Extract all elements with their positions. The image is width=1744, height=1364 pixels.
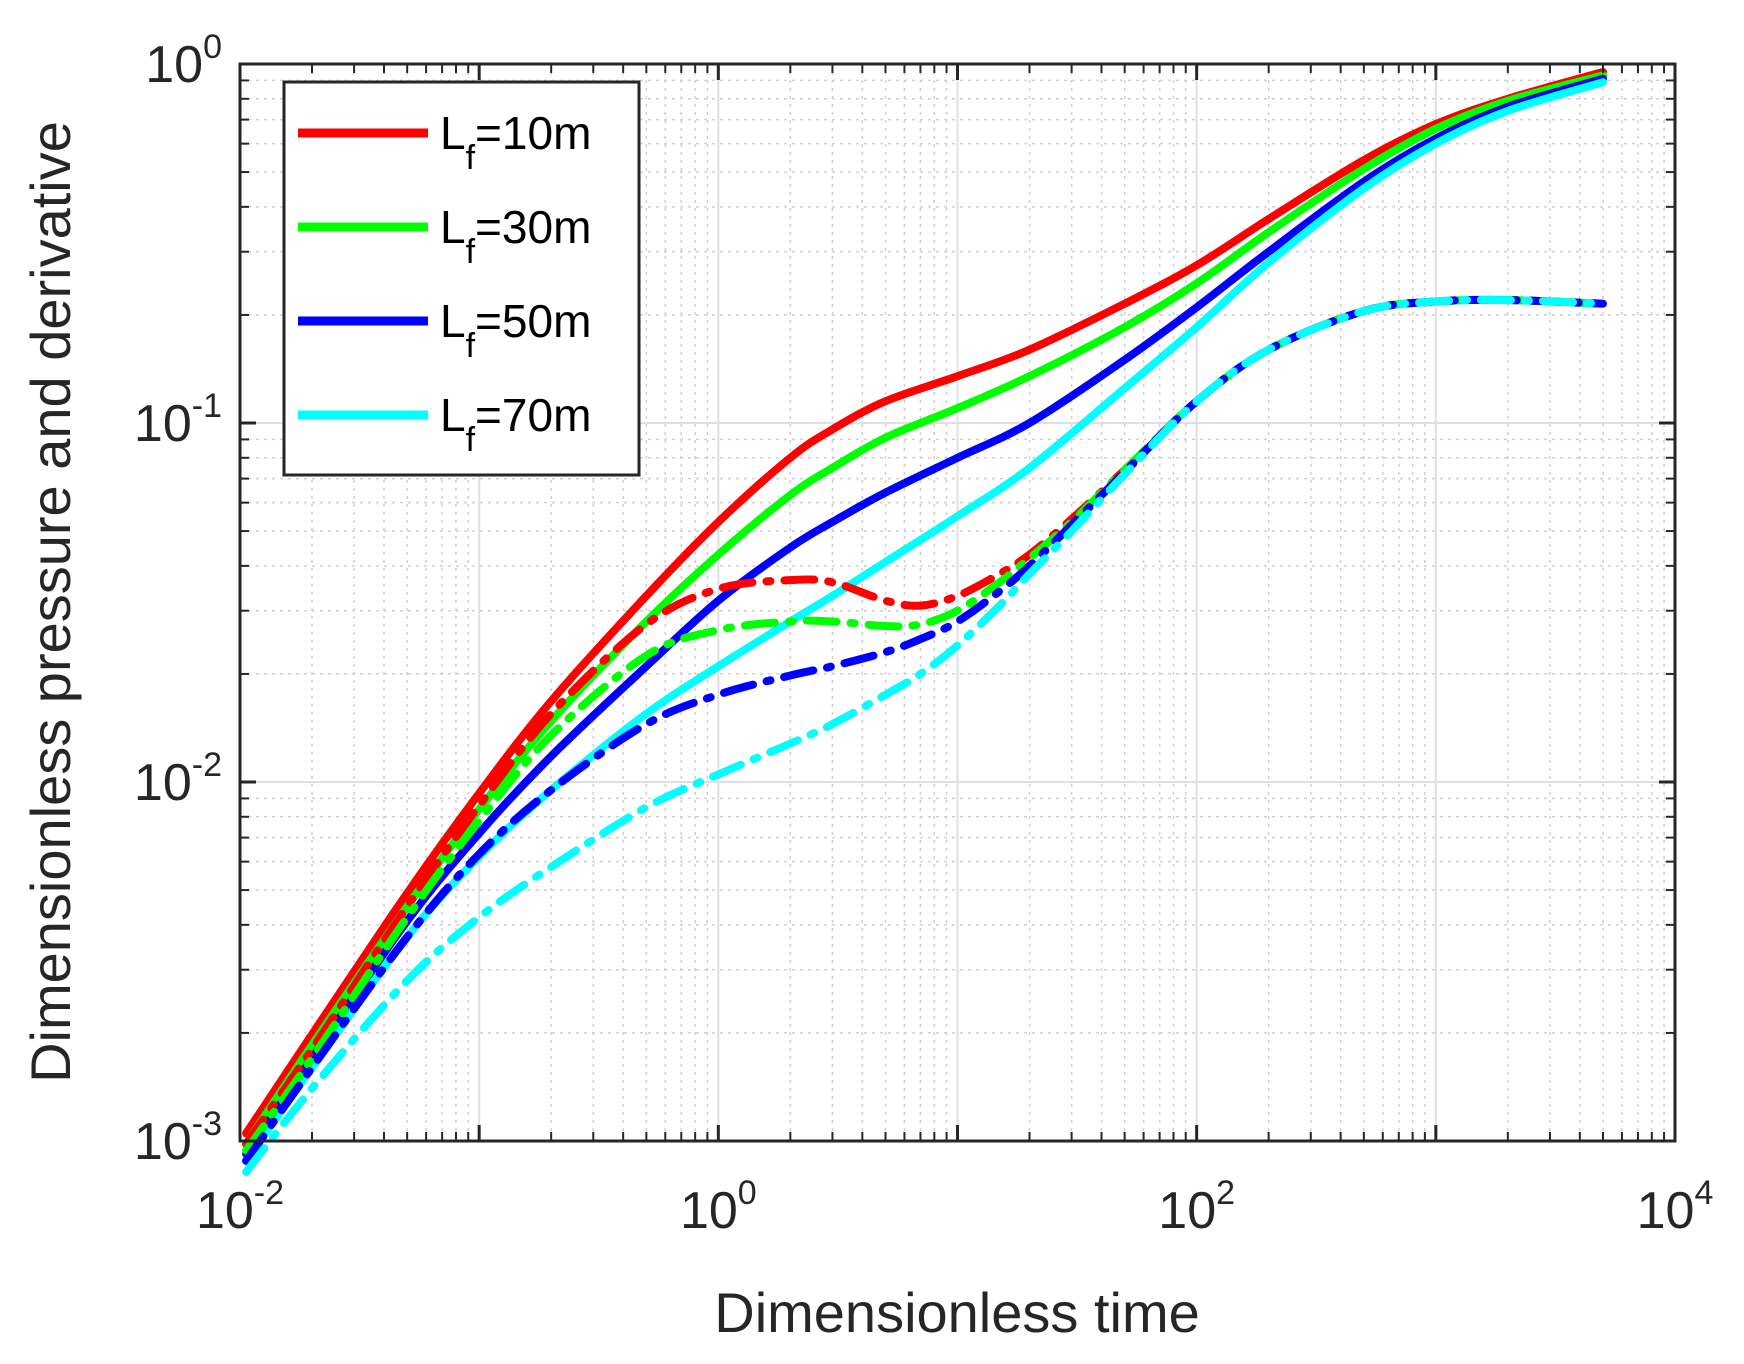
x-axis-title: Dimensionless time <box>714 1281 1200 1344</box>
x-tick-exponent: 2 <box>1216 1174 1235 1212</box>
x-tick-label: 100 <box>680 1174 757 1240</box>
grid-minor <box>240 64 1675 1141</box>
y-tick-base: 10 <box>134 754 192 812</box>
legend-label-suffix: =70m <box>475 389 591 441</box>
legend-label-10m: Lf=10m <box>440 107 591 177</box>
x-tick-base: 10 <box>1158 1182 1216 1240</box>
y-tick-label: 10-3 <box>134 1105 222 1171</box>
y-tick-base: 10 <box>134 395 192 453</box>
series-layer <box>242 68 1607 1176</box>
x-tick-label: 104 <box>1637 1174 1714 1240</box>
legend-label-prefix: L <box>440 389 466 441</box>
x-tick-label: 102 <box>1158 1174 1235 1240</box>
y-axis-title: Dimensionless pressure and derivative <box>19 121 82 1083</box>
x-tick-exponent: -2 <box>254 1174 284 1212</box>
x-tick-base: 10 <box>1637 1182 1695 1240</box>
x-tick-label: 10-2 <box>196 1174 284 1240</box>
legend-label-50m: Lf=50m <box>440 295 591 365</box>
legend-label-suffix: =10m <box>475 107 591 159</box>
legend-label-prefix: L <box>440 201 466 253</box>
y-tick-exponent: -2 <box>192 746 222 784</box>
legend-label-30m: Lf=30m <box>440 201 591 271</box>
legend-label-prefix: L <box>440 295 466 347</box>
pressure-line-10m <box>242 68 1607 1138</box>
y-tick-base: 10 <box>145 36 203 94</box>
legend-label-subscript: f <box>466 233 476 271</box>
y-tick-exponent: -3 <box>192 1105 222 1143</box>
y-tick-base: 10 <box>134 1113 192 1171</box>
legend-label-70m: Lf=70m <box>440 389 591 459</box>
pressure-line-30m <box>242 71 1607 1149</box>
y-tick-exponent: 0 <box>203 28 222 66</box>
legend-box <box>282 80 641 477</box>
ticks-layer <box>238 64 1675 1143</box>
y-tick-label: 10-2 <box>134 746 222 812</box>
derivative-line-70m <box>242 295 1607 1176</box>
legend-label-subscript: f <box>466 139 476 177</box>
legend-label-suffix: =50m <box>475 295 591 347</box>
y-tick-exponent: -1 <box>192 387 222 425</box>
x-tick-labels: 10-2 100 102 104 <box>196 1174 1713 1240</box>
derivative-line-30m <box>242 295 1607 1155</box>
pressure-line-50m <box>242 74 1607 1158</box>
legend-label-prefix: L <box>440 107 466 159</box>
x-tick-exponent: 0 <box>738 1174 757 1212</box>
y-tick-label: 100 <box>145 28 222 94</box>
legend-label-subscript: f <box>466 327 476 365</box>
x-tick-base: 10 <box>680 1182 738 1240</box>
legend-label-suffix: =30m <box>475 201 591 253</box>
x-tick-exponent: 4 <box>1694 1174 1713 1212</box>
x-tick-base: 10 <box>196 1182 254 1240</box>
legend-label-subscript: f <box>466 421 476 459</box>
y-tick-label: 10-1 <box>134 387 222 453</box>
